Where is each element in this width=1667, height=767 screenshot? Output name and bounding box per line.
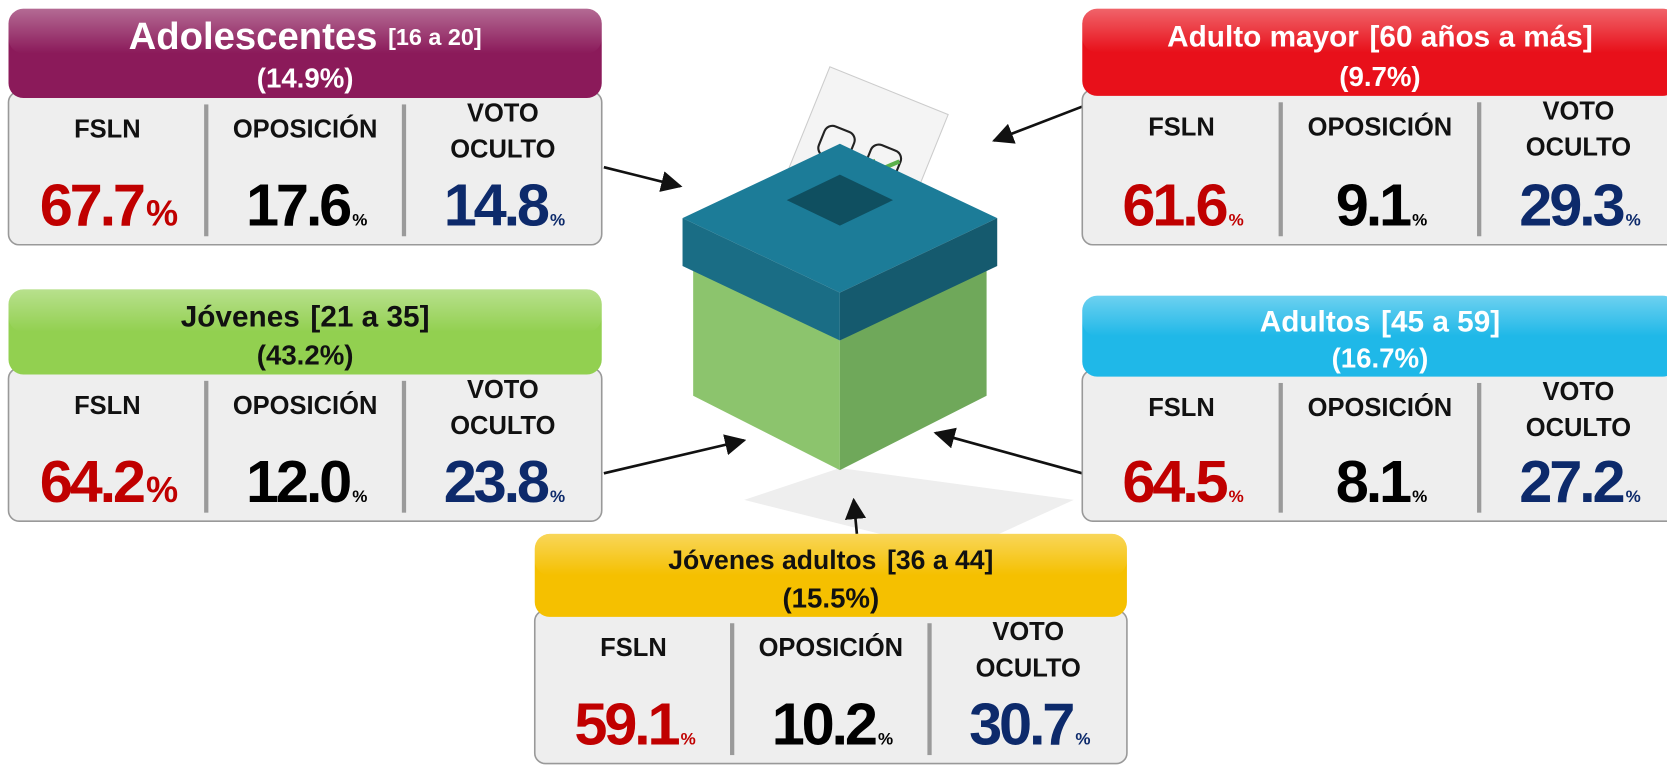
- value-number: 17.6: [246, 172, 350, 239]
- column-label-line: OCULTO: [1526, 133, 1631, 161]
- age-group: Adolescentes [16 a 20] (14.9%) FSLN 67.7% OPO…: [9, 9, 602, 245]
- column-label: OPOSICIÓN: [1308, 111, 1453, 141]
- value-number: 29.3: [1519, 172, 1623, 239]
- column-divider: [1477, 383, 1481, 513]
- column-value: 64.5%: [1122, 448, 1243, 515]
- column-label: FSLN: [74, 115, 141, 143]
- infographic: Adolescentes [16 a 20] (14.9%) FSLN 67.7% OPO…: [0, 0, 1667, 767]
- group-name: Adultos: [1260, 305, 1371, 338]
- column-divider: [204, 381, 208, 513]
- value-number: 14.8: [444, 172, 549, 239]
- column-label: OPOSICIÓN: [233, 390, 378, 420]
- column-divider: [1279, 383, 1283, 513]
- column-value: 23.8%: [444, 448, 565, 515]
- age-group: Jóvenes [21 a 35] (43.2%) FSLN 64.2% OPOSICIÓ…: [9, 289, 602, 521]
- group-range: [36 a 44]: [887, 545, 993, 575]
- column-value: 10.2%: [772, 690, 893, 757]
- column-divider: [204, 104, 208, 236]
- column-divider: [1477, 102, 1481, 236]
- age-group: Jóvenes adultos [36 a 44] (15.5%) FSLN 59.1%…: [535, 534, 1127, 764]
- group-range: [21 a 35]: [310, 300, 429, 333]
- column-label-line: OCULTO: [976, 654, 1081, 682]
- header-shine: [1082, 296, 1667, 336]
- column-value: 12.0%: [246, 448, 367, 515]
- group-share: (16.7%): [1332, 343, 1429, 374]
- column-label-line: OCULTO: [450, 136, 555, 164]
- value-number: 12.0: [246, 448, 350, 515]
- group-range: [16 a 20]: [388, 24, 482, 50]
- value-number: 59.1: [574, 690, 679, 757]
- value-number: 30.7: [969, 690, 1073, 757]
- column-divider: [730, 623, 734, 755]
- column-label: OPOSICIÓN: [1308, 392, 1453, 422]
- group-share: (9.7%): [1339, 61, 1420, 92]
- column-value: 30.7%: [969, 690, 1090, 757]
- column-label-line: OCULTO: [450, 412, 555, 440]
- column-divider: [402, 381, 406, 513]
- value-number: 9.1: [1336, 172, 1411, 239]
- header-title: Adulto mayor [60 años a más]: [1167, 20, 1593, 53]
- value-number: 64.5: [1122, 448, 1227, 515]
- column-value: 61.6%: [1122, 172, 1243, 239]
- group-range: [45 a 59]: [1381, 305, 1500, 338]
- group-name: Adolescentes: [129, 15, 378, 58]
- value-number: 64.2: [40, 448, 144, 515]
- column-label: OPOSICIÓN: [759, 632, 904, 662]
- group-share: (14.9%): [257, 62, 354, 93]
- age-group: Adultos [45 a 59] (16.7%) FSLN 64.5% OPOSICIÓ…: [1082, 296, 1667, 521]
- column-value: 59.1%: [574, 690, 695, 757]
- column-label-line: VOTO: [992, 618, 1064, 646]
- value-number: 27.2: [1519, 448, 1623, 515]
- column-label: FSLN: [600, 634, 667, 662]
- column-label: FSLN: [1148, 113, 1215, 141]
- column-label: OPOSICIÓN: [233, 113, 378, 143]
- column-label-line: VOTO: [467, 99, 539, 127]
- column-label: FSLN: [1148, 394, 1215, 422]
- value-unit: %: [146, 193, 178, 234]
- value-number: 61.6: [1122, 172, 1226, 239]
- group-share: (15.5%): [782, 583, 879, 614]
- group-name: Jóvenes: [181, 300, 300, 333]
- column-label-line: OCULTO: [1526, 414, 1631, 442]
- column-label-line: VOTO: [1543, 97, 1615, 125]
- value-unit: %: [146, 469, 178, 510]
- value-number: 8.1: [1336, 448, 1411, 515]
- value-number: 67.7: [40, 172, 144, 239]
- column-divider: [1279, 102, 1283, 236]
- column-value: 29.3%: [1519, 172, 1640, 239]
- column-label: FSLN: [74, 392, 141, 420]
- group-share: (43.2%): [257, 340, 354, 371]
- column-label-line: VOTO: [1543, 378, 1615, 406]
- column-divider: [402, 104, 406, 236]
- column-value: 14.8%: [444, 172, 565, 239]
- age-group: Adulto mayor [60 años a más] (9.7%) FSLN 61.…: [1082, 9, 1667, 245]
- value-number: 10.2: [772, 690, 876, 757]
- column-label-line: VOTO: [467, 376, 539, 404]
- value-number: 23.8: [444, 448, 549, 515]
- group-range: [60 años a más]: [1370, 20, 1593, 53]
- column-value: 17.6%: [246, 172, 367, 239]
- group-name: Jóvenes adultos: [668, 545, 876, 575]
- ballot-box: [683, 67, 1074, 553]
- group-name: Adulto mayor: [1167, 20, 1359, 53]
- column-divider: [927, 623, 931, 755]
- header-shine: [9, 289, 602, 332]
- header-title: Jóvenes adultos [36 a 44]: [668, 545, 993, 575]
- column-value: 27.2%: [1519, 448, 1640, 515]
